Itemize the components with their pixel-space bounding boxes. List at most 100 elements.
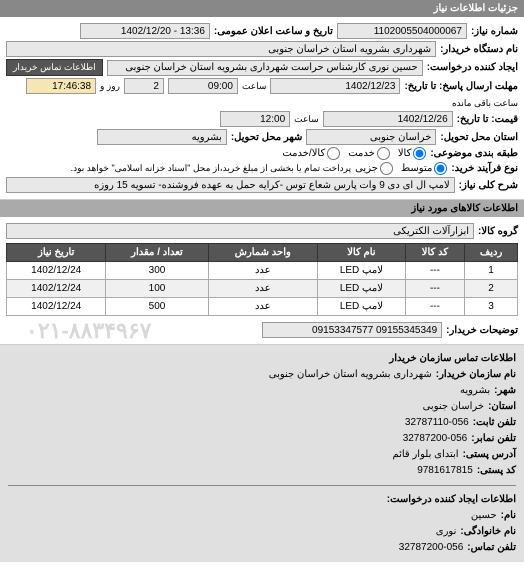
city-k: شهر: — [494, 383, 516, 399]
number-field: 1102005504000067 — [337, 23, 467, 39]
days-field: 2 — [124, 78, 164, 94]
table-cell: 1402/12/24 — [7, 262, 106, 280]
announce-label: تاریخ و ساعت اعلان عمومی: — [214, 26, 333, 37]
col-row: ردیف — [465, 244, 518, 262]
group-label: گروه کالا: — [478, 226, 518, 237]
table-cell: لامپ LED — [318, 298, 406, 316]
pack-kala[interactable]: کالا — [398, 147, 427, 160]
packaging-radios: کالا خدمت کالا/خدمت — [282, 147, 426, 160]
watermark-text: ۰۲۱-۸۸۳۴۹۶۷ — [26, 318, 152, 344]
creator-field: حسین نوری کارشناس حراست شهرداری بشرویه ا… — [107, 60, 423, 76]
purchase-low[interactable]: متوسط — [401, 162, 447, 175]
table-cell: --- — [405, 298, 464, 316]
days-label: روز و — [100, 81, 120, 92]
purchase-mid[interactable]: جزیی — [355, 162, 393, 175]
fax-k: تلفن نمابر: — [471, 431, 516, 447]
org-v: شهرداری بشرویه استان خراسان جنوبی — [269, 367, 432, 383]
city-v: بشرویه — [460, 383, 490, 399]
price-until-time: 12:00 — [220, 111, 290, 127]
purchase-radios: متوسط جزیی — [355, 162, 447, 175]
phone-k: تلفن ثابت: — [473, 415, 516, 431]
table-header-row: ردیف کد کالا نام کالا واحد شمارش تعداد /… — [7, 244, 518, 262]
time-label-1: ساعت — [242, 81, 267, 92]
addr-k: آدرس پستی: — [463, 447, 516, 463]
desc-field: لامپ ال ای دی 9 وات پارس شعاع توس -کرایه… — [6, 177, 455, 193]
org-k: نام سازمان خریدار: — [436, 367, 516, 383]
cphone-v: 32787200-056 — [399, 540, 464, 556]
delivery-city-label: شهر محل تحویل: — [231, 132, 303, 143]
table-cell: 500 — [106, 298, 208, 316]
table-cell: 100 — [106, 280, 208, 298]
packaging-label: طبقه بندی موضوعی: — [430, 148, 518, 159]
deadline-reply-date: 1402/12/23 — [270, 78, 400, 94]
goods-section: گروه کالا: ابزارآلات الکتریکی ردیف کد کا… — [0, 217, 524, 345]
contact-header: اطلاعات تماس سازمان خریدار — [389, 351, 516, 367]
table-cell: 3 — [465, 298, 518, 316]
purchase-low-radio[interactable] — [434, 162, 447, 175]
pack-avg-radio[interactable] — [377, 147, 390, 160]
post-k: کد پستی: — [477, 463, 516, 479]
pack-service[interactable]: کالا/خدمت — [282, 147, 340, 160]
announce-field: 13:36 - 1402/12/20 — [80, 23, 210, 39]
deadline-reply-time: 09:00 — [168, 78, 238, 94]
table-cell: عدد — [208, 262, 317, 280]
pack-avg-label: خدمت — [348, 148, 375, 159]
province-k: استان: — [488, 399, 516, 415]
table-cell: 1402/12/24 — [7, 298, 106, 316]
delivery-city: بشرویه — [97, 129, 227, 145]
table-cell: لامپ LED — [318, 280, 406, 298]
table-cell: عدد — [208, 280, 317, 298]
addr-v: ابتدای بلوار قائم — [392, 447, 458, 463]
deadline-reply-label: مهلت ارسال پاسخ: تا تاریخ: — [404, 81, 518, 92]
need-info-section: شماره نیاز: 1102005504000067 تاریخ و ساع… — [0, 17, 524, 200]
table-body: 1---لامپ LEDعدد3001402/12/242---لامپ LED… — [7, 262, 518, 316]
org-field: شهرداری بشرویه استان خراسان جنوبی — [6, 41, 436, 57]
purchase-type-label: نوع فرآیند خرید: — [451, 163, 518, 174]
org-label: نام دستگاه خریدار: — [440, 44, 518, 55]
cname-k: نام: — [501, 508, 516, 524]
col-code: کد کالا — [405, 244, 464, 262]
table-cell: --- — [405, 262, 464, 280]
table-row: 1---لامپ LEDعدد3001402/12/24 — [7, 262, 518, 280]
table-cell: عدد — [208, 298, 317, 316]
time-label-2: ساعت — [294, 114, 319, 125]
cfamily-k: نام خانوادگی: — [460, 524, 516, 540]
table-cell: 300 — [106, 262, 208, 280]
remaining-label: ساعت باقی مانده — [452, 98, 518, 109]
number-label: شماره نیاز: — [471, 26, 518, 37]
table-row: 3---لامپ LEDعدد5001402/12/24 — [7, 298, 518, 316]
contact-block: اطلاعات تماس سازمان خریدار نام سازمان خر… — [0, 345, 524, 562]
pack-service-radio[interactable] — [327, 147, 340, 160]
table-cell: 2 — [465, 280, 518, 298]
pack-kala-radio[interactable] — [413, 147, 426, 160]
table-cell: 1 — [465, 262, 518, 280]
items-table: ردیف کد کالا نام کالا واحد شمارش تعداد /… — [6, 243, 518, 316]
delivery-province: خراسان جنوبی — [306, 129, 436, 145]
creator-label: ایجاد کننده درخواست: — [427, 62, 518, 73]
price-until-label: قیمت: تا تاریخ: — [457, 114, 518, 125]
col-name: نام کالا — [318, 244, 406, 262]
buyer-note: 09155345349 09153347577 — [262, 322, 442, 338]
col-date: تاریخ نیاز — [7, 244, 106, 262]
purchase-mid-label: جزیی — [355, 163, 378, 174]
pack-service-label: کالا/خدمت — [282, 148, 325, 159]
creator-header: اطلاعات ایجاد کننده درخواست: — [387, 492, 516, 508]
contact-button[interactable]: اطلاعات تماس خریدار — [6, 59, 103, 76]
remaining-time: 17:46:38 — [26, 78, 96, 94]
purchase-low-label: متوسط — [401, 163, 432, 174]
purchase-mid-radio[interactable] — [380, 162, 393, 175]
goods-header: اطلاعات کالاهای مورد نیاز — [0, 200, 524, 217]
province-v: خراسان جنوبی — [423, 399, 485, 415]
pack-avg[interactable]: خدمت — [348, 147, 390, 160]
cfamily-v: نوری — [436, 524, 457, 540]
table-cell: 1402/12/24 — [7, 280, 106, 298]
col-qty: تعداد / مقدار — [106, 244, 208, 262]
fax-v: 32787200-056 — [403, 431, 468, 447]
price-until-date: 1402/12/26 — [323, 111, 453, 127]
cname-v: حسین — [471, 508, 497, 524]
purchase-note: پرداخت تمام یا بخشی از مبلغ خرید،از محل … — [71, 163, 351, 174]
col-unit: واحد شمارش — [208, 244, 317, 262]
desc-label: شرح کلی نیاز: — [459, 180, 518, 191]
cphone-k: تلفن تماس: — [467, 540, 516, 556]
phone-v: 32787110-056 — [405, 415, 469, 431]
